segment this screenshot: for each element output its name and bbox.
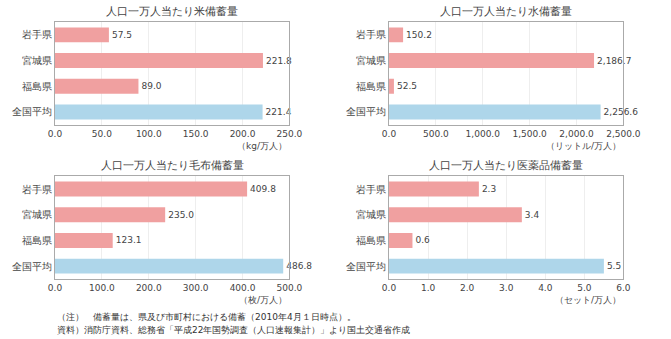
svg-text:2.3: 2.3	[482, 184, 496, 194]
svg-text:57.5: 57.5	[112, 30, 132, 40]
svg-text:（リットル/万人）: （リットル/万人）	[546, 141, 621, 151]
svg-text:500.0: 500.0	[423, 129, 449, 139]
svg-text:6.0: 6.0	[616, 283, 631, 293]
svg-text:福島県: 福島県	[356, 235, 386, 246]
svg-text:人口一万人当たり米備蓄量: 人口一万人当たり米備蓄量	[106, 5, 238, 18]
svg-text:宮城県: 宮城県	[356, 55, 386, 66]
svg-text:409.8: 409.8	[250, 184, 276, 194]
svg-text:123.1: 123.1	[116, 235, 142, 245]
svg-text:2,500.0: 2,500.0	[606, 129, 641, 139]
svg-text:150.2: 150.2	[406, 30, 432, 40]
svg-text:福島県: 福島県	[22, 235, 52, 246]
svg-text:100.0: 100.0	[136, 129, 162, 139]
svg-text:全国平均: 全国平均	[12, 106, 52, 117]
svg-text:岩手県: 岩手県	[22, 29, 52, 40]
svg-text:1.0: 1.0	[421, 283, 436, 293]
svg-text:資料）消防庁資料、総務省「平成22年国勢調査（人口速報集計）: 資料）消防庁資料、総務省「平成22年国勢調査（人口速報集計）」より国土交通省作成	[57, 325, 410, 335]
svg-text:100.0: 100.0	[89, 283, 115, 293]
svg-text:3.4: 3.4	[525, 210, 540, 220]
svg-text:人口一万人当たり医薬品備蓄量: 人口一万人当たり医薬品備蓄量	[429, 159, 583, 172]
svg-text:人口一万人当たり水備蓄量: 人口一万人当たり水備蓄量	[440, 5, 572, 18]
svg-text:500.0: 500.0	[277, 283, 303, 293]
svg-text:（注） 備蓄量は、県及び市町村における備蓄（2010年4月１: （注） 備蓄量は、県及び市町村における備蓄（2010年4月１日時点）。	[57, 312, 356, 322]
svg-text:400.0: 400.0	[230, 283, 256, 293]
svg-text:50.0: 50.0	[92, 129, 112, 139]
svg-text:235.0: 235.0	[168, 210, 194, 220]
svg-text:0.0: 0.0	[48, 283, 63, 293]
svg-text:宮城県: 宮城県	[22, 55, 52, 66]
svg-text:5.5: 5.5	[607, 261, 621, 271]
svg-text:2,256.6: 2,256.6	[604, 107, 639, 117]
svg-text:福島県: 福島県	[22, 81, 52, 92]
svg-text:全国平均: 全国平均	[346, 261, 386, 272]
svg-text:（kg/万人）: （kg/万人）	[237, 141, 287, 151]
svg-text:0.0: 0.0	[48, 129, 63, 139]
svg-text:150.0: 150.0	[183, 129, 209, 139]
svg-text:5.0: 5.0	[577, 283, 592, 293]
svg-text:0.0: 0.0	[382, 129, 397, 139]
svg-text:0.0: 0.0	[382, 283, 397, 293]
svg-text:全国平均: 全国平均	[12, 261, 52, 272]
svg-text:2.0: 2.0	[460, 283, 475, 293]
svg-text:全国平均: 全国平均	[346, 106, 386, 117]
svg-text:486.8: 486.8	[286, 261, 312, 271]
svg-text:0.6: 0.6	[415, 235, 430, 245]
svg-text:300.0: 300.0	[183, 283, 209, 293]
svg-text:3.0: 3.0	[499, 283, 514, 293]
svg-text:（枚/万人）: （枚/万人）	[239, 295, 287, 305]
svg-text:1,000.0: 1,000.0	[466, 129, 501, 139]
svg-text:1,500.0: 1,500.0	[512, 129, 547, 139]
svg-text:宮城県: 宮城県	[356, 209, 386, 220]
svg-text:福島県: 福島県	[356, 81, 386, 92]
svg-text:2,186.7: 2,186.7	[597, 56, 631, 66]
svg-text:89.0: 89.0	[141, 81, 161, 91]
svg-text:岩手県: 岩手県	[22, 184, 52, 195]
svg-text:200.0: 200.0	[136, 283, 162, 293]
svg-text:52.5: 52.5	[397, 81, 417, 91]
svg-text:（セット/万人）: （セット/万人）	[555, 295, 621, 305]
svg-text:宮城県: 宮城県	[22, 209, 52, 220]
svg-text:221.8: 221.8	[266, 56, 292, 66]
svg-text:岩手県: 岩手県	[356, 184, 386, 195]
svg-text:200.0: 200.0	[230, 129, 256, 139]
svg-text:4.0: 4.0	[538, 283, 553, 293]
svg-text:岩手県: 岩手県	[356, 29, 386, 40]
svg-text:人口一万人当たり毛布備蓄量: 人口一万人当たり毛布備蓄量	[101, 159, 244, 172]
svg-text:2,000.0: 2,000.0	[559, 129, 594, 139]
svg-text:250.0: 250.0	[277, 129, 303, 139]
svg-text:221.4: 221.4	[266, 107, 292, 117]
